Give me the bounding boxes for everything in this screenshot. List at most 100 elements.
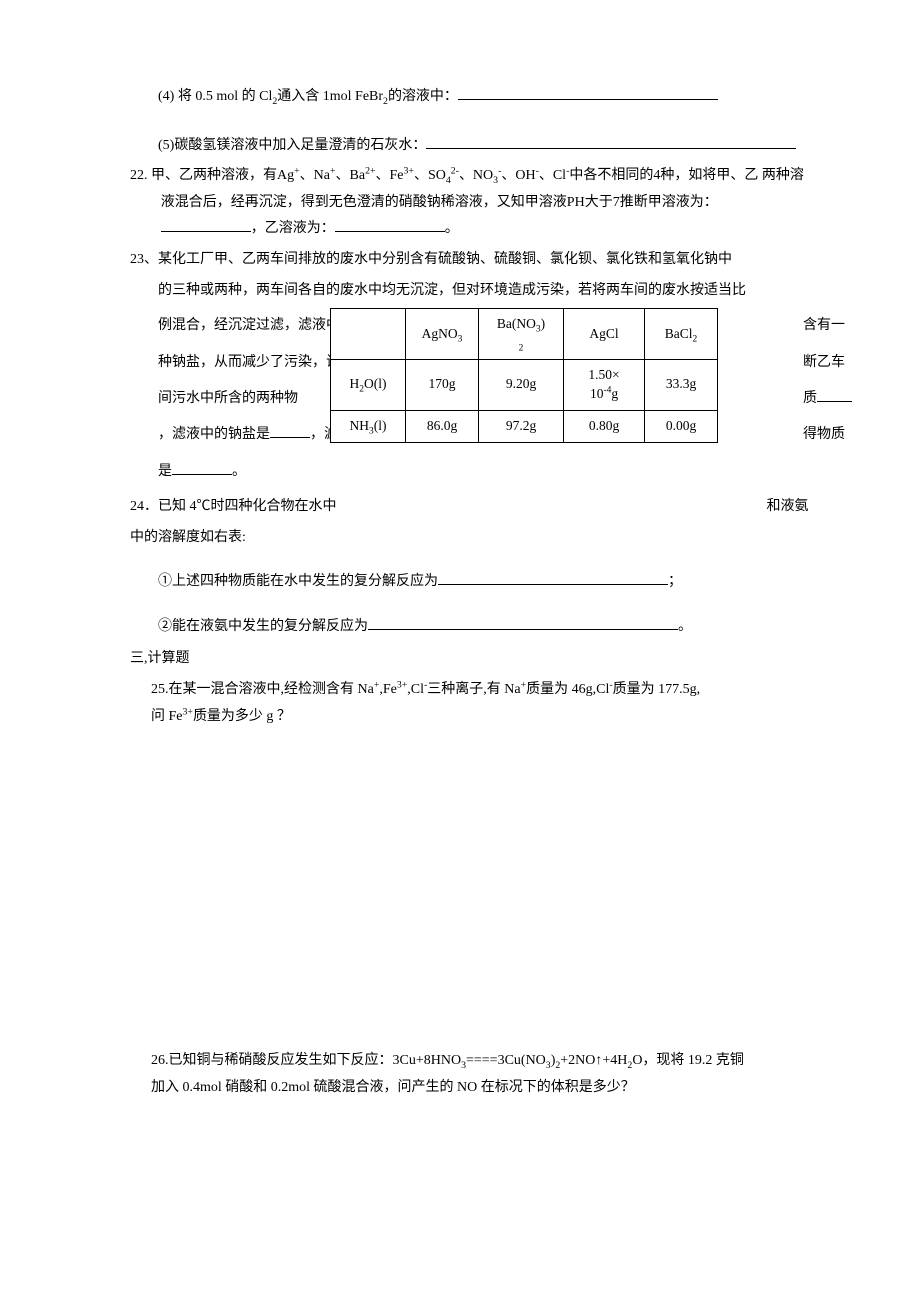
q24-line1: 24．已知 4℃时四种化合物在水中 和液氨 — [130, 494, 810, 521]
t: 质量为 46g,Cl — [526, 682, 609, 697]
q22: 22. 甲、乙两种溶液，有Ag+、Na+、Ba2+、Fe3+、SO42-、NO3… — [130, 163, 810, 243]
cell: 170g — [406, 359, 479, 410]
sub: 3 — [458, 334, 463, 344]
t: g — [611, 386, 618, 401]
cell-bano32: Ba(NO3)2 — [479, 309, 564, 360]
solubility-table: AgNO3 Ba(NO3)2 AgCl BaCl2 H2O(l) 170g 9.… — [330, 308, 718, 442]
cell-h2o: H2O(l) — [331, 359, 406, 410]
q24-sub2: ②能在液氨中发生的复分解反应为。 — [130, 614, 810, 641]
t: ①上述四种物质能在水中发生的复分解反应为 — [158, 574, 438, 589]
t: 26.已知铜与稀硝酸反应发生如下反应：3Cu+8HNO — [151, 1053, 461, 1068]
t: NH — [350, 418, 370, 433]
t: Ba(NO — [497, 316, 536, 331]
t: 加入 0.4mol 硝酸和 0.2mol 硫酸混合液，问产生的 NO 在标况下的… — [151, 1080, 635, 1095]
section-3-title: 三,计算题 — [130, 646, 810, 673]
t: 24．已知 4℃时四种化合物在水中 — [130, 499, 337, 514]
t: 和液氨 — [767, 499, 809, 514]
t: 、Fe — [376, 168, 404, 183]
q26: 26.已知铜与稀硝酸反应发生如下反应：3Cu+8HNO3====3Cu(NO3)… — [130, 1048, 810, 1101]
cell-nh3: NH3(l) — [331, 410, 406, 442]
cell-agno3: AgNO3 — [406, 309, 479, 360]
t: 质 — [803, 391, 817, 406]
q23-row: 是。 — [158, 454, 810, 490]
q21-4: (4) 将 0.5 mol 的 Cl2通入含 1mol FeBr2的溶液中： — [130, 84, 810, 111]
blank-line — [817, 387, 852, 402]
t: 质量为 177.5g, — [613, 682, 701, 697]
blank-line — [458, 85, 718, 100]
t: O(l) — [364, 376, 387, 391]
sup: 2+ — [365, 166, 375, 177]
q25: 25.在某一混合溶液中,经检测含有 Na+,Fe3+,Cl-三种离子,有 Na+… — [130, 677, 810, 730]
t: BaCl — [665, 326, 693, 341]
sup: 2- — [451, 166, 459, 177]
sub: 3 — [546, 1060, 551, 1071]
spacer — [130, 734, 810, 1044]
t: ====3Cu(NO — [466, 1053, 546, 1068]
cell: 1.50×10-4g — [564, 359, 645, 410]
q23-head: 23、某化工厂甲、乙两车间排放的废水中分别含有硫酸钠、硫酸铜、氯化钡、氯化铁和氢… — [130, 247, 810, 274]
t: ，滤液中的钠盐是 — [158, 427, 270, 442]
t: 25.在某一混合溶液中,经检测含有 Na — [151, 682, 374, 697]
sub: 2 — [519, 344, 524, 354]
t: 间污水中所含的两种物 — [158, 381, 353, 417]
sup: 3+ — [404, 166, 414, 177]
table-row: NH3(l) 86.0g 97.2g 0.80g 0.00g — [331, 410, 718, 442]
q21-5: (5)碳酸氢镁溶液中加入足量澄清的石灰水： — [130, 133, 810, 160]
q24-sub1: ①上述四种物质能在水中发生的复分解反应为 ； — [130, 569, 810, 596]
q21-4-text-b: 通入含 1mol FeBr — [277, 89, 383, 104]
cell-bacl2: BaCl2 — [645, 309, 718, 360]
t: 。 — [445, 221, 459, 236]
blank-line — [426, 134, 796, 149]
q24-line2: 中的溶解度如右表: — [130, 525, 810, 552]
sup: 3+ — [183, 706, 193, 717]
t: 、Ba — [336, 168, 366, 183]
cell: 33.3g — [645, 359, 718, 410]
t: 、NO — [459, 168, 493, 183]
t: H — [350, 376, 360, 391]
t: 、OH — [501, 168, 535, 183]
t: 。 — [678, 619, 692, 634]
t: AgNO — [422, 326, 458, 341]
blank-line — [438, 570, 668, 585]
t: 质量为多少 g ？ — [193, 709, 291, 724]
t: 例混合，经沉淀过滤，滤液中只 — [158, 308, 353, 344]
cell: 0.00g — [645, 410, 718, 442]
cell: 0.80g — [564, 410, 645, 442]
q23-wrap: AgNO3 Ba(NO3)2 AgCl BaCl2 H2O(l) 170g 9.… — [130, 308, 810, 490]
t: 、Na — [300, 168, 330, 183]
t: ,Fe — [379, 682, 397, 697]
cell-agcl: AgCl — [564, 309, 645, 360]
blank-line — [270, 423, 310, 438]
t: ； — [668, 574, 682, 589]
blank-line — [368, 615, 678, 630]
t: 、SO — [414, 168, 446, 183]
blank-line — [335, 217, 445, 232]
t: 是 — [158, 464, 172, 479]
t: O，现将 19.2 克铜 — [632, 1053, 744, 1068]
cell: 9.20g — [479, 359, 564, 410]
t: 得物质 — [803, 427, 845, 442]
t: 三种离子,有 Na — [427, 682, 520, 697]
t: (l) — [374, 418, 387, 433]
blank-line — [172, 460, 232, 475]
t: 含有一 — [803, 318, 845, 333]
q21-5-text: (5)碳酸氢镁溶液中加入足量澄清的石灰水： — [158, 138, 426, 153]
cell: 97.2g — [479, 410, 564, 442]
q23-line1: 的三种或两种，两车间各自的废水中均无沉淀，但对环境造成污染，若将两车间的废水按适… — [130, 278, 810, 305]
cell: 86.0g — [406, 410, 479, 442]
q21-4-text-c: 的溶液中： — [388, 89, 458, 104]
t: ,Cl — [407, 682, 424, 697]
t: 中各不相同的4种，如将甲、乙 — [569, 168, 758, 183]
blank-line — [161, 217, 251, 232]
cell-blank — [331, 309, 406, 360]
table-row: H2O(l) 170g 9.20g 1.50×10-4g 33.3g — [331, 359, 718, 410]
t: 22. 甲、乙两种溶液，有Ag — [130, 168, 294, 183]
t: 。 — [232, 464, 246, 479]
q21-4-text-a: (4) 将 0.5 mol 的 Cl — [158, 89, 272, 104]
t: 种钠盐，从而减少了污染，试推 — [158, 345, 353, 381]
t: +2NO↑+4H — [560, 1053, 627, 1068]
table-row: AgNO3 Ba(NO3)2 AgCl BaCl2 — [331, 309, 718, 360]
t: 问 Fe — [151, 709, 183, 724]
sup: 3+ — [397, 679, 407, 690]
sub: 3 — [536, 325, 541, 335]
